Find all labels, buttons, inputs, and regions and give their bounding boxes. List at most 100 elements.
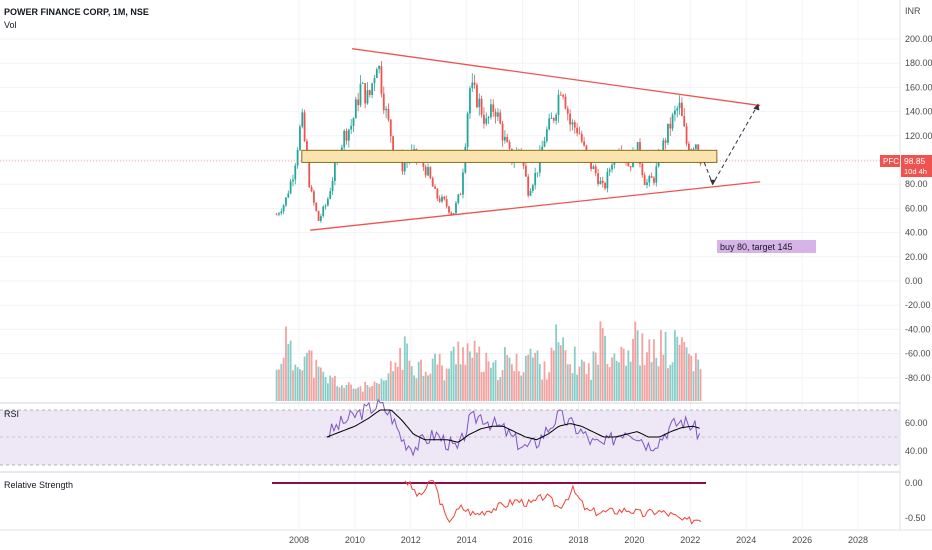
volume-bar: [368, 387, 371, 401]
volume-bar: [662, 354, 665, 401]
volume-bar: [452, 346, 455, 401]
volume-bar: [674, 330, 676, 401]
time-tick: 2028: [848, 535, 868, 545]
candle-body: [627, 161, 630, 167]
candle-body: [578, 133, 581, 135]
candle-body: [524, 165, 527, 177]
volume-bar: [392, 371, 394, 401]
volume-bar: [503, 347, 506, 401]
candle-body: [361, 83, 364, 85]
volume-bar: [275, 369, 278, 401]
price-grid: [0, 0, 900, 530]
support-resistance-zone[interactable]: [301, 149, 718, 163]
candle-body: [434, 186, 436, 189]
volume-bar: [585, 374, 588, 401]
candle-body: [557, 94, 560, 115]
volume-bar: [333, 375, 336, 401]
candle-body: [541, 146, 544, 151]
candle-body: [573, 122, 576, 128]
volume-bar: [688, 353, 690, 401]
price-badge[interactable]: [901, 155, 932, 177]
volume-bar: [469, 351, 471, 401]
candle-body: [310, 187, 313, 192]
price-tick: 40.00: [905, 228, 928, 238]
volume-bar: [366, 385, 369, 401]
volume-bar: [683, 342, 686, 401]
currency-label: INR: [905, 6, 921, 16]
volume-bar: [487, 361, 490, 401]
volume-bar: [608, 367, 611, 401]
volume-bar: [443, 380, 446, 401]
candle-body: [501, 123, 504, 141]
volume-bar: [280, 363, 283, 401]
candle-body: [641, 163, 644, 176]
time-tick: 2018: [568, 535, 588, 545]
volume-bar: [506, 354, 509, 401]
candle-body: [422, 159, 425, 167]
volume-bar: [653, 339, 655, 401]
volume-bar: [664, 331, 667, 401]
upper-trendline[interactable]: [352, 48, 761, 107]
candle-body: [429, 167, 432, 179]
volume-bar: [580, 359, 583, 401]
volume-bar: [643, 365, 646, 401]
volume-bar: [340, 385, 343, 401]
candle-body: [275, 214, 278, 216]
volume-bar: [557, 342, 560, 401]
volume-bar: [413, 375, 415, 401]
volume-bar: [415, 378, 418, 401]
volume-bar: [513, 371, 516, 401]
volume-bar: [459, 364, 462, 401]
volume-bar: [548, 372, 551, 401]
volume-bar: [555, 324, 558, 401]
volume-bar: [478, 346, 481, 401]
volume-bar: [559, 345, 562, 401]
volume-bar: [373, 381, 376, 401]
candle-body: [597, 173, 599, 185]
time-axis-ticks[interactable]: 2008 2010 2012 2014 2016 2018 2020 2022 2024 2026…: [289, 535, 868, 545]
volume-bar: [517, 371, 520, 401]
volume-bar: [319, 367, 322, 401]
candle-body: [562, 95, 565, 97]
volume-bar: [490, 367, 492, 401]
candle-body: [292, 179, 294, 182]
volume-bar: [485, 352, 488, 401]
candle-body: [550, 118, 553, 120]
candle-body: [373, 78, 376, 84]
candle-body: [601, 180, 604, 184]
candle-body: [576, 127, 579, 134]
candle-body: [299, 126, 301, 150]
candle-body: [543, 141, 546, 147]
volume-bar: [545, 379, 548, 401]
volume-bar: [543, 361, 546, 401]
volume-bar: [322, 371, 325, 401]
volume-bar: [694, 353, 697, 401]
symbol-badge[interactable]: [880, 155, 900, 167]
rsi-label: RSI: [4, 409, 19, 419]
candle-body: [285, 197, 287, 206]
volume-bar: [303, 356, 306, 401]
price-tick: 140.00: [905, 107, 932, 117]
volume-bar: [347, 382, 350, 401]
volume-bar: [387, 373, 390, 401]
candle-body: [352, 118, 355, 126]
candle-body: [490, 104, 492, 117]
candle-body: [536, 172, 539, 174]
annotation-box[interactable]: [717, 240, 816, 253]
volume-bar: [336, 386, 339, 401]
lower-trendline[interactable]: [310, 181, 761, 231]
candle-body: [571, 122, 574, 125]
candle-body: [485, 118, 488, 124]
volume-bar: [601, 328, 604, 401]
vol-label: Vol: [4, 20, 17, 30]
candle-body: [685, 126, 688, 144]
candle-body: [278, 213, 280, 215]
volume-bar: [331, 377, 334, 401]
price-tick: 20.00: [905, 252, 928, 262]
volume-bar: [676, 336, 679, 401]
candle-body: [375, 69, 378, 79]
candle-body: [580, 133, 583, 142]
time-tick: 2020: [624, 535, 644, 545]
volume-bar: [527, 354, 530, 401]
